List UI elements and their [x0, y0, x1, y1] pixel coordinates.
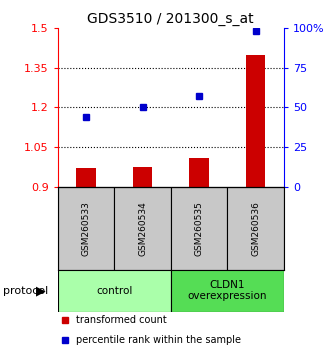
Text: transformed count: transformed count [76, 315, 167, 325]
Bar [189, 158, 209, 187]
Text: ▶: ▶ [36, 284, 46, 297]
Bar [133, 167, 152, 187]
Bar [76, 167, 96, 187]
Bar [246, 55, 265, 187]
Text: percentile rank within the sample: percentile rank within the sample [76, 335, 241, 345]
Bar [171, 270, 284, 312]
Text: control: control [96, 286, 132, 296]
Bar [227, 187, 284, 270]
Title: GDS3510 / 201300_s_at: GDS3510 / 201300_s_at [87, 12, 254, 26]
Bar [58, 270, 171, 312]
Text: CLDN1
overexpression: CLDN1 overexpression [187, 280, 267, 302]
Bar [171, 187, 227, 270]
Bar [58, 187, 114, 270]
Bar [114, 187, 171, 270]
Text: protocol: protocol [3, 286, 49, 296]
Text: GSM260533: GSM260533 [82, 201, 90, 256]
Text: GSM260534: GSM260534 [138, 201, 147, 256]
Text: GSM260536: GSM260536 [251, 201, 260, 256]
Text: GSM260535: GSM260535 [194, 201, 204, 256]
